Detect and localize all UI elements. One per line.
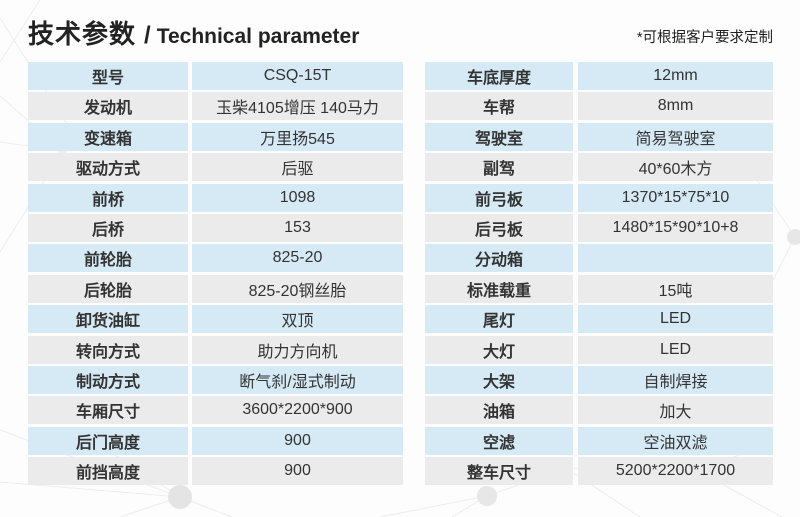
param-label: 卸货油缸 — [28, 305, 188, 334]
param-value: 5200*2200*1700 — [578, 457, 773, 486]
page-title-separator: / — [144, 22, 151, 49]
param-value: 1480*15*90*10+8 — [578, 213, 773, 242]
param-value: 3600*2200*900 — [192, 396, 403, 425]
param-value: 8mm — [578, 92, 773, 121]
param-label: 前弓板 — [425, 183, 573, 212]
table-row: 后轮胎 825-20钢丝胎 — [28, 274, 403, 303]
param-label: 前轮胎 — [28, 244, 188, 273]
param-label: 驾驶室 — [425, 122, 573, 151]
param-value: 自制焊接 — [578, 365, 773, 394]
param-label: 后门高度 — [28, 426, 188, 455]
param-value: 900 — [192, 426, 403, 455]
table-row: 后弓板 1480*15*90*10+8 — [425, 213, 773, 242]
param-value: CSQ-15T — [192, 62, 403, 90]
param-value: 1370*15*75*10 — [578, 183, 773, 212]
param-label: 车厢尺寸 — [28, 396, 188, 425]
param-label: 后桥 — [28, 213, 188, 242]
table-row: 标准载重 15吨 — [425, 274, 773, 303]
param-value — [578, 244, 773, 273]
table-row: 卸货油缸 双顶 — [28, 305, 403, 334]
param-label: 整车尺寸 — [425, 457, 573, 486]
table-row: 后桥 153 — [28, 213, 403, 242]
table-row: 空滤 空油双滤 — [425, 426, 773, 455]
param-value: 后驱 — [192, 153, 403, 182]
parameter-table-left: 型号 CSQ-15T 发动机 玉柴4105增压 140马力 变速箱 万里扬545 驱动方式后… — [28, 62, 403, 486]
table-row: 大架 自制焊接 — [425, 365, 773, 394]
table-row: 后门高度 900 — [28, 426, 403, 455]
param-value: LED — [578, 305, 773, 334]
param-value: 加大 — [578, 396, 773, 425]
table-row: 制动方式 断气刹/湿式制动 — [28, 365, 403, 394]
param-label: 驱动方式 — [28, 153, 188, 182]
param-value: 空油双滤 — [578, 426, 773, 455]
param-label: 变速箱 — [28, 122, 188, 151]
table-row: 油箱 加大 — [425, 396, 773, 425]
table-row: 分动箱 — [425, 244, 773, 273]
param-value: 825-20钢丝胎 — [192, 274, 403, 303]
param-label: 车帮 — [425, 92, 573, 121]
param-label: 转向方式 — [28, 335, 188, 364]
param-label: 制动方式 — [28, 365, 188, 394]
table-row: 尾灯 LED — [425, 305, 773, 334]
param-value: 15吨 — [578, 274, 773, 303]
table-row: 前弓板 1370*15*75*10 — [425, 183, 773, 212]
param-value: LED — [578, 335, 773, 364]
table-row: 变速箱 万里扬545 — [28, 122, 403, 151]
param-label: 发动机 — [28, 92, 188, 121]
param-label: 前桥 — [28, 183, 188, 212]
param-label: 空滤 — [425, 426, 573, 455]
table-row: 车厢尺寸 3600*2200*900 — [28, 396, 403, 425]
param-label: 副驾 — [425, 153, 573, 182]
table-row: 型号 CSQ-15T — [28, 62, 403, 90]
param-value: 40*60木方 — [578, 153, 773, 182]
table-row: 车底厚度 12mm — [425, 62, 773, 90]
param-label: 后弓板 — [425, 213, 573, 242]
param-value: 玉柴4105增压 140马力 — [192, 92, 403, 121]
table-row: 驱动方式 后驱 — [28, 153, 403, 182]
page-title-chinese: 技术参数 — [28, 19, 137, 49]
param-value: 900 — [192, 457, 403, 486]
param-value: 断气刹/湿式制动 — [192, 365, 403, 394]
param-value: 1098 — [192, 183, 403, 212]
table-row: 车帮 8mm — [425, 92, 773, 121]
table-row: 整车尺寸 5200*2200*1700 — [425, 457, 773, 486]
table-row: 前挡高度 900 — [28, 457, 403, 486]
param-value: 助力方向机 — [192, 335, 403, 364]
param-value: 双顶 — [192, 305, 403, 334]
param-value: 万里扬545 — [192, 122, 403, 151]
param-label: 车底厚度 — [425, 62, 573, 90]
param-value: 153 — [192, 213, 403, 242]
table-row: 前桥 1098 — [28, 183, 403, 212]
param-label: 分动箱 — [425, 244, 573, 273]
param-value: 12mm — [578, 62, 773, 90]
param-label: 油箱 — [425, 396, 573, 425]
table-row: 前轮胎 825-20 — [28, 244, 403, 273]
parameter-table-right: 车底厚度 12mm 车帮 8mm 驾驶室 简易驾驶室 副驾 40*60木方 前弓板 1370*15… — [425, 62, 773, 486]
customization-note: *可根据客户要求定制 — [636, 30, 773, 46]
table-row: 转向方式 助力方向机 — [28, 335, 403, 364]
param-label: 大灯 — [425, 335, 573, 364]
param-label: 尾灯 — [425, 305, 573, 334]
page-title-english: Technical parameter — [156, 25, 360, 48]
param-label: 型号 — [28, 62, 188, 90]
page-title: 技术参数 / Technical parameter — [28, 14, 359, 51]
param-label: 标准载重 — [425, 274, 573, 303]
param-label: 后轮胎 — [28, 274, 188, 303]
table-row: 副驾 40*60木方 — [425, 153, 773, 182]
param-label: 大架 — [425, 365, 573, 394]
param-value: 简易驾驶室 — [578, 122, 773, 151]
param-value: 825-20 — [192, 244, 403, 273]
table-row: 大灯 LED — [425, 335, 773, 364]
table-row: 发动机 玉柴4105增压 140马力 — [28, 92, 403, 121]
param-label: 前挡高度 — [28, 457, 188, 486]
table-row: 驾驶室 简易驾驶室 — [425, 122, 773, 151]
